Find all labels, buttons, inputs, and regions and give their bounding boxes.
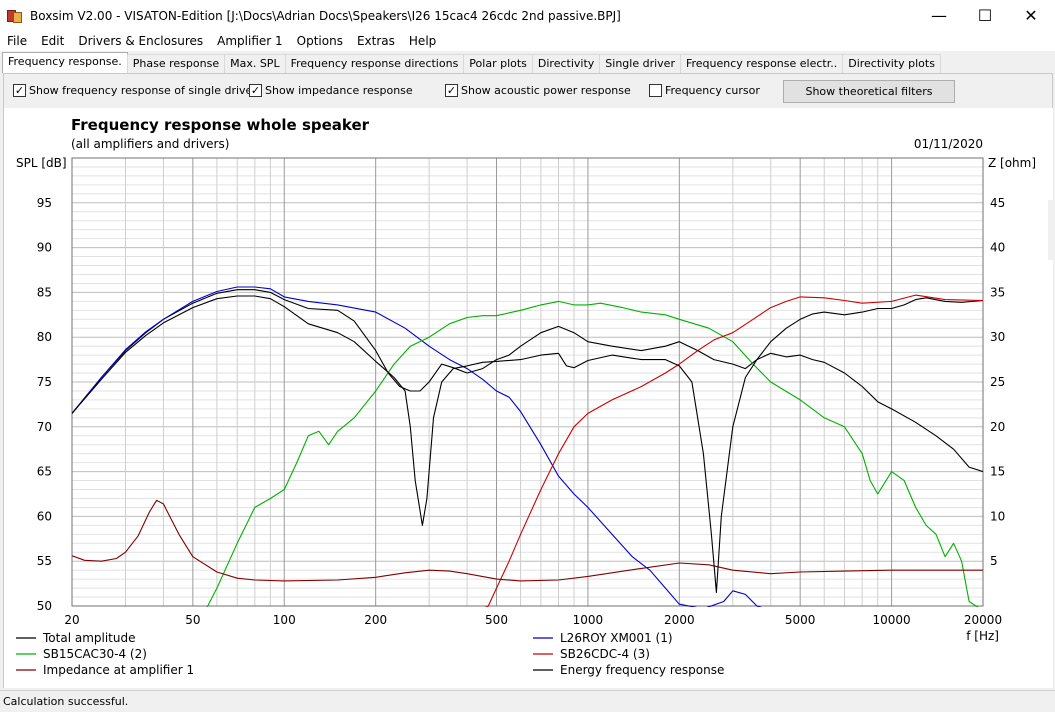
y2-tick-label: 25 xyxy=(990,375,1005,389)
x-tick-label: 50 xyxy=(185,613,200,627)
x-tick-label: 100 xyxy=(273,613,296,627)
legend-label-sb15cac30-4-2: SB15CAC30-4 (2) xyxy=(43,647,147,661)
y-tick-label: 60 xyxy=(37,509,52,523)
chart-date: 01/11/2020 xyxy=(914,137,983,151)
legend-label-impedance-at-amplifier-1: Impedance at amplifier 1 xyxy=(43,663,194,677)
tab-polar-plots[interactable]: Polar plots xyxy=(463,54,533,73)
series-line-sb15cac30-4-2 xyxy=(206,300,979,607)
legend-label-sb26cdc-4-3: SB26CDC-4 (3) xyxy=(560,647,650,661)
menu-edit[interactable]: Edit xyxy=(41,34,65,48)
y-tick-label: 75 xyxy=(37,375,52,389)
y2-tick-label: 20 xyxy=(990,420,1005,434)
tab-max-spl[interactable]: Max. SPL xyxy=(224,54,286,73)
y-axis-label: SPL [dB] xyxy=(16,156,67,170)
single-driver-checkbox[interactable]: ✓ xyxy=(13,84,26,97)
x-tick-label: 500 xyxy=(485,613,508,627)
window-title: Boxsim V2.00 - VISATON-Edition [J:\Docs\… xyxy=(30,8,621,23)
title-bar: Boxsim V2.00 - VISATON-Edition [J:\Docs\… xyxy=(0,0,1055,31)
chart-subtitle: (all amplifiers and drivers) xyxy=(71,137,229,151)
x-tick-label: 20 xyxy=(64,613,79,627)
menu-help[interactable]: Help xyxy=(408,34,437,48)
y2-tick-label: 40 xyxy=(990,241,1005,255)
series-line-total-amplitude xyxy=(72,289,983,414)
y-tick-label: 50 xyxy=(37,599,52,613)
y-tick-label: 70 xyxy=(37,420,52,434)
single-driver-label: Show frequency response of single driver xyxy=(29,84,257,97)
frequency-cursor-label: Frequency cursor xyxy=(665,84,760,97)
y-tick-label: 80 xyxy=(37,330,52,344)
y-tick-label: 55 xyxy=(37,554,52,568)
y2-tick-label: 45 xyxy=(990,196,1005,210)
series-line-l26roy-xm001-1 xyxy=(72,286,762,607)
x-tick-label: 10000 xyxy=(872,613,910,627)
y-tick-label: 90 xyxy=(37,241,52,255)
menu-extras[interactable]: Extras xyxy=(356,34,395,48)
tab-single-driver[interactable]: Single driver xyxy=(599,54,681,73)
y2-tick-label: 10 xyxy=(990,509,1005,523)
impedance-option[interactable]: ✓ Show impedance response xyxy=(249,84,413,97)
tab-directivity[interactable]: Directivity xyxy=(531,54,601,73)
x-tick-label: 5000 xyxy=(785,613,816,627)
x-tick-label: 2000 xyxy=(664,613,695,627)
x-tick-label: 1000 xyxy=(573,613,604,627)
show-theoretical-filters-button[interactable]: Show theoretical filters xyxy=(783,80,955,103)
y2-tick-label: 15 xyxy=(990,465,1005,479)
status-bar: Calculation successful. xyxy=(0,690,1055,712)
options-bar: ✓ Show frequency response of single driv… xyxy=(3,73,1053,109)
menu-file[interactable]: File xyxy=(7,34,28,48)
tab-bar: Frequency response. Phase response Max. … xyxy=(0,52,1055,73)
tab-frequency-response[interactable]: Frequency response. xyxy=(2,52,128,73)
impedance-checkbox[interactable]: ✓ xyxy=(249,84,262,97)
y2-tick-label: 30 xyxy=(990,330,1005,344)
y-tick-label: 85 xyxy=(37,285,52,299)
series-line-impedance-at-amplifier-1 xyxy=(72,499,983,582)
frequency-response-chart: Frequency response whole speaker (all amp… xyxy=(16,116,1036,677)
chart-title: Frequency response whole speaker xyxy=(71,116,370,134)
x-tick-label: 20000 xyxy=(964,613,1002,627)
menu-options[interactable]: Options xyxy=(296,34,343,48)
acoustic-power-checkbox[interactable]: ✓ xyxy=(445,84,458,97)
impedance-label: Show impedance response xyxy=(265,84,413,97)
legend-label-total-amplitude: Total amplitude xyxy=(42,631,135,645)
x-axis-label: f [Hz] xyxy=(966,629,999,643)
menu-amplifier-1[interactable]: Amplifier 1 xyxy=(217,34,283,48)
series-line-sb26cdc-4-3 xyxy=(485,294,983,607)
y-tick-label: 95 xyxy=(37,196,52,210)
right-edge-strip xyxy=(1048,200,1055,260)
menu-bar: File Edit Drivers & Enclosures Amplifier… xyxy=(0,31,1055,51)
y-tick-label: 65 xyxy=(37,465,52,479)
legend-label-energy-frequency-response: Energy frequency response xyxy=(560,663,724,677)
tab-frequency-response-directions[interactable]: Frequency response directions xyxy=(284,54,465,73)
menu-drivers-enclosures[interactable]: Drivers & Enclosures xyxy=(78,34,204,48)
acoustic-power-label: Show acoustic power response xyxy=(461,84,631,97)
close-button[interactable]: ✕ xyxy=(1024,6,1038,25)
x-tick-label: 200 xyxy=(364,613,387,627)
y2-tick-label: 35 xyxy=(990,285,1005,299)
y2-tick-label: 5 xyxy=(990,554,998,568)
maximize-button[interactable]: ☐ xyxy=(977,6,993,25)
boxsim-app-icon xyxy=(7,8,23,24)
frequency-cursor-option[interactable]: Frequency cursor xyxy=(649,84,760,97)
tab-directivity-plots[interactable]: Directivity plots xyxy=(842,54,941,73)
tab-frequency-response-electrical[interactable]: Frequency response electr.. xyxy=(679,54,844,73)
legend-label-l26roy-xm001-1: L26ROY XM001 (1) xyxy=(560,631,673,645)
frequency-cursor-checkbox[interactable] xyxy=(649,84,662,97)
tab-phase-response[interactable]: Phase response xyxy=(126,54,226,73)
single-driver-option[interactable]: ✓ Show frequency response of single driv… xyxy=(13,84,257,97)
plot-panel: Frequency response whole speaker (all amp… xyxy=(3,108,1053,688)
minimize-button[interactable]: — xyxy=(931,6,947,25)
plot-frame xyxy=(71,157,984,607)
acoustic-power-option[interactable]: ✓ Show acoustic power response xyxy=(445,84,631,97)
series-line-energy-frequency-response xyxy=(72,295,983,594)
y2-axis-label: Z [ohm] xyxy=(988,156,1036,170)
